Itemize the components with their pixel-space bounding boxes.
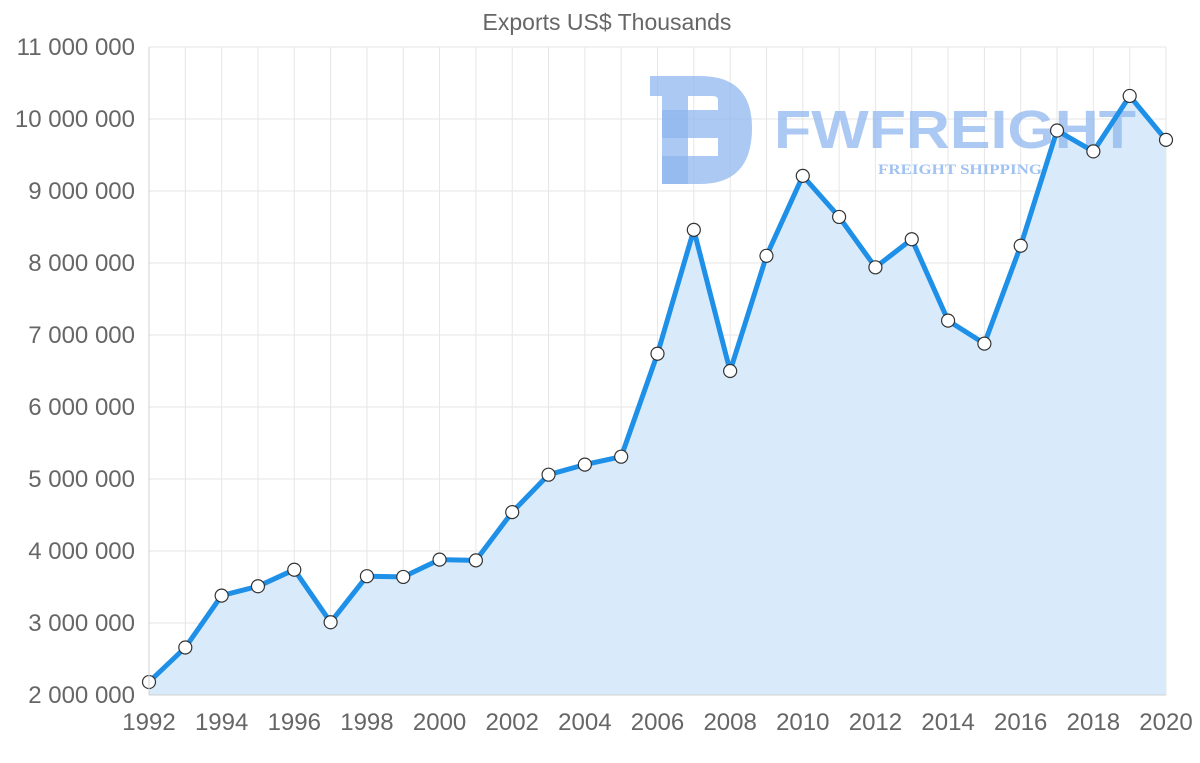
- data-point-2012[interactable]: [868, 260, 883, 275]
- y-tick-label: 9 000 000: [28, 178, 135, 205]
- y-tick-label: 5 000 000: [28, 466, 135, 493]
- data-point-1998[interactable]: [359, 569, 375, 584]
- data-points: [141, 88, 1174, 690]
- x-tick-label: 1992: [122, 709, 175, 736]
- data-point-2018[interactable]: [1086, 144, 1101, 159]
- data-point-1994[interactable]: [214, 588, 229, 603]
- y-tick-label: 4 000 000: [28, 538, 135, 565]
- x-tick-label: 1994: [195, 709, 248, 736]
- x-tick-label: 2012: [849, 709, 902, 736]
- x-tick-label: 2008: [703, 709, 756, 736]
- data-point-2015[interactable]: [977, 336, 992, 351]
- x-tick-label: 2000: [413, 709, 466, 736]
- data-point-2002[interactable]: [505, 505, 520, 520]
- x-tick-label: 2006: [631, 709, 684, 736]
- x-tick-label: 2014: [921, 709, 974, 736]
- data-point-2008[interactable]: [723, 363, 738, 379]
- axes: 2 000 000 3 000 000 4 000 000 5 000 000 6 00…: [15, 34, 1193, 736]
- watermark: FWFREIGHT FREIGHT SHIPPING: [650, 76, 1136, 184]
- x-tick-label: 2020: [1139, 709, 1192, 736]
- data-point-2001[interactable]: [468, 553, 483, 568]
- x-tick-label: 2016: [994, 709, 1047, 736]
- y-tick-label: 3 000 000: [28, 610, 135, 637]
- data-point-2014[interactable]: [940, 313, 956, 328]
- y-tick-label: 11 000 000: [17, 34, 135, 61]
- data-point-2013[interactable]: [904, 232, 919, 247]
- x-tick-label: 2018: [1067, 709, 1120, 736]
- y-tick-label: 8 000 000: [28, 250, 135, 277]
- y-tick-label: 10 000 000: [15, 106, 135, 133]
- fwfreight-logo-icon: [650, 76, 752, 184]
- data-point-1996[interactable]: [287, 562, 302, 577]
- x-tick-label: 1998: [340, 709, 393, 736]
- x-tick-label: 2010: [776, 709, 829, 736]
- data-point-2017[interactable]: [1049, 123, 1065, 138]
- data-point-2006[interactable]: [650, 346, 665, 361]
- x-tick-label: 1996: [268, 709, 321, 736]
- data-point-1993[interactable]: [178, 640, 193, 655]
- watermark-tagline: FREIGHT SHIPPING: [878, 162, 1042, 178]
- x-tick-label: 2004: [558, 709, 611, 736]
- data-point-2010[interactable]: [795, 168, 810, 183]
- y-tick-label: 2 000 000: [28, 682, 135, 709]
- data-point-2019[interactable]: [1122, 88, 1137, 104]
- y-tick-label: 6 000 000: [28, 394, 135, 421]
- x-tick-label: 2002: [486, 709, 539, 736]
- data-point-2009[interactable]: [759, 248, 774, 263]
- data-point-2003[interactable]: [541, 467, 556, 482]
- watermark-name: FWFREIGHT: [774, 100, 1136, 160]
- data-point-2011[interactable]: [832, 209, 847, 225]
- data-point-2020[interactable]: [1158, 132, 1174, 147]
- y-tick-label: 7 000 000: [28, 322, 135, 349]
- data-point-2005[interactable]: [614, 449, 629, 464]
- data-point-1995[interactable]: [250, 579, 266, 594]
- data-point-1997[interactable]: [323, 615, 338, 630]
- chart-title: Exports US$ Thousands: [483, 9, 732, 35]
- data-point-2004[interactable]: [577, 457, 592, 472]
- data-point-2007[interactable]: [686, 222, 701, 237]
- data-point-2016[interactable]: [1013, 238, 1028, 253]
- data-point-2000[interactable]: [432, 552, 447, 567]
- data-point-1999[interactable]: [396, 569, 411, 585]
